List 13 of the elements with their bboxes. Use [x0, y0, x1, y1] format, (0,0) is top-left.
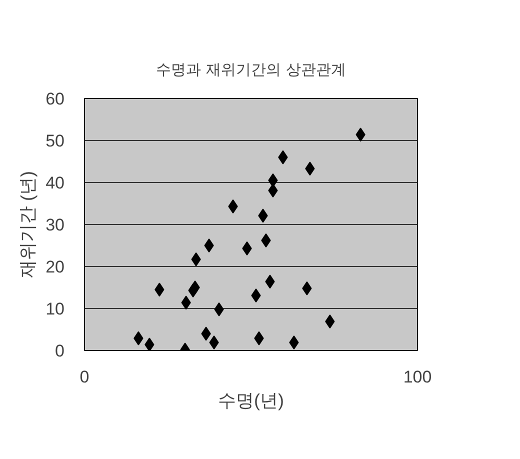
y-tick-label: 50 — [46, 132, 65, 150]
chart-title: 수명과 재위기간의 상관관계 — [156, 60, 346, 78]
x-tick-label: 100 — [403, 368, 432, 386]
y-tick-label: 30 — [46, 216, 65, 234]
y-tick-label: 10 — [46, 300, 65, 318]
y-tick-label: 0 — [55, 342, 65, 360]
y-tick-label: 60 — [46, 90, 65, 108]
y-axis-title: 재위기간 (년) — [18, 170, 38, 278]
y-tick-label: 20 — [46, 258, 65, 276]
x-axis-title: 수명(년) — [218, 390, 284, 410]
point — [204, 238, 214, 252]
point — [144, 338, 154, 350]
y-tick-label: 40 — [46, 174, 65, 192]
